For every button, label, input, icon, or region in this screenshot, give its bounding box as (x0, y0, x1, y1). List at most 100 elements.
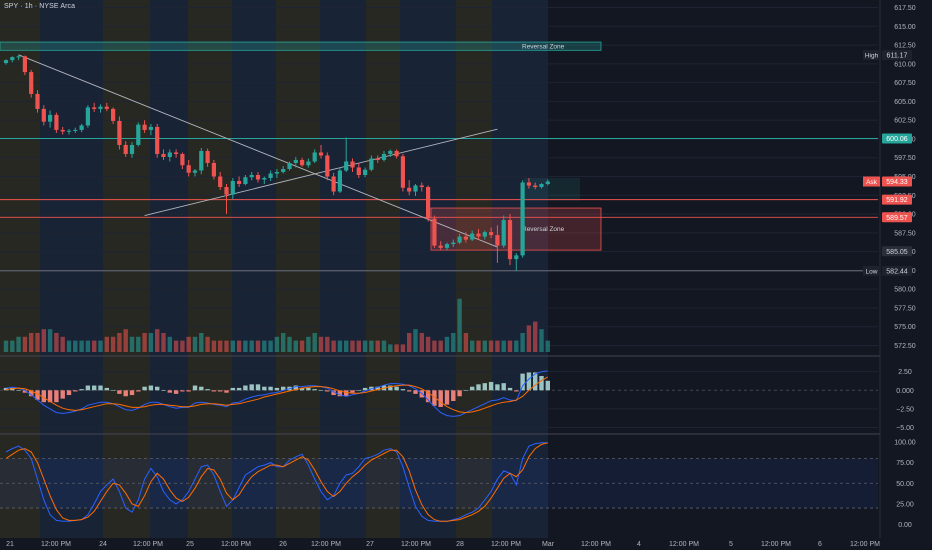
volume-bar (476, 340, 481, 352)
time-tick-label: 12:00 PM (41, 541, 71, 548)
candle-body (444, 244, 450, 248)
volume-bar (92, 340, 97, 352)
price-tick-label: 575.00 (894, 324, 916, 331)
volume-bar (482, 340, 487, 352)
stoch-d-line (5, 442, 548, 522)
volume-bar (457, 298, 462, 352)
volume-bar (344, 340, 349, 352)
candle-body (199, 150, 204, 171)
volume-bar (79, 340, 84, 352)
macd-histogram-bar (243, 385, 248, 391)
time-tick-label: 6 (818, 541, 822, 548)
candle-body (419, 185, 424, 188)
price-badge (882, 194, 912, 205)
price-badge (882, 50, 912, 61)
macd-histogram-bar (306, 387, 311, 391)
macd-histogram-bar (110, 390, 116, 391)
macd-histogram-bar (224, 390, 229, 393)
macd-histogram-bar (218, 390, 223, 392)
candle-body (54, 114, 59, 130)
macd-histogram-bar (92, 385, 97, 391)
price-badge-value: 600.06 (886, 136, 908, 143)
price-badge (882, 176, 912, 187)
candle-body (111, 108, 116, 121)
candle-body (495, 235, 500, 246)
macd-histogram-bar (262, 386, 267, 391)
macd-histogram-bar (400, 389, 406, 391)
time-tick-label: 21 (6, 541, 14, 548)
macd-histogram-bar (22, 390, 28, 393)
volume-bar (318, 336, 324, 352)
time-tick-label: 5 (729, 541, 733, 548)
volume-bar (520, 333, 525, 352)
candle-body (98, 106, 103, 109)
price-badge-tag (863, 176, 880, 187)
price-tick-label: 587.50 (894, 230, 916, 237)
price-badge-value: 589.57 (886, 215, 908, 222)
candle-body (255, 174, 261, 180)
macd-histogram-bar (331, 390, 336, 396)
price-tick-label: 615.00 (894, 24, 916, 31)
candle-body (85, 107, 90, 126)
candle-body (337, 170, 342, 192)
candle-body (356, 167, 361, 175)
volume-bar (312, 333, 317, 352)
macd-histogram-bar (501, 383, 506, 391)
time-tick-label: 28 (456, 541, 464, 548)
time-axis-background (0, 538, 932, 550)
time-tick-label: 12:00 PM (761, 541, 791, 548)
candle-body (205, 150, 210, 163)
macd-histogram-bar (123, 390, 128, 397)
volume-bar (249, 340, 254, 352)
time-tick-label: 12:00 PM (311, 541, 341, 548)
candles (3, 55, 550, 271)
volume-bar (369, 340, 374, 352)
volume-bar (381, 340, 387, 352)
candle-body (451, 242, 456, 245)
price-badge-tag (863, 50, 880, 61)
macd-histogram-bar (451, 390, 456, 402)
candle-body (180, 153, 185, 166)
candle-body (60, 129, 65, 132)
grid-lines (0, 7, 932, 435)
stoch-tick-label: 25.00 (896, 501, 914, 508)
volume-bar (224, 340, 229, 352)
volume-bar (388, 344, 393, 352)
candle-body (463, 236, 468, 240)
candle-body (363, 169, 368, 175)
volume-bar (211, 340, 217, 352)
macd-histogram-bar (16, 390, 21, 391)
price-badge-tag (863, 265, 880, 276)
macd-histogram-bar (299, 387, 305, 391)
price-tick-label: 612.50 (894, 43, 916, 50)
macd-tick-label: −2.50 (896, 406, 914, 413)
candle-body (306, 161, 311, 166)
macd-histogram-bar (470, 386, 475, 391)
macd-histogram-bar (255, 384, 261, 391)
volume-bar (337, 340, 343, 352)
trend-line (144, 128, 498, 216)
macd-histogram-bar (318, 390, 324, 391)
macd-histogram-bar (66, 390, 72, 396)
volume-bar (255, 340, 261, 352)
candle-body (457, 236, 462, 243)
candle-body (545, 181, 550, 185)
volume-bar (29, 333, 34, 352)
macd-histogram-bar (438, 390, 443, 407)
volume-bar (432, 340, 437, 352)
volume-bar (394, 344, 399, 352)
candle-body (155, 126, 160, 154)
candle-body (16, 56, 21, 58)
candle-body (192, 170, 198, 173)
candle-body (526, 182, 531, 186)
macd-histogram-bar (186, 390, 191, 392)
horizontal-levels (0, 138, 878, 272)
stochastic-pane (0, 442, 878, 522)
candle-body (470, 233, 475, 240)
stoch-tick-label: 100.00 (894, 439, 916, 446)
time-tick-label: 12:00 PM (221, 541, 251, 548)
macd-histogram-bar (79, 389, 84, 391)
price-badge-value: 611.17 (887, 53, 908, 60)
candle-body (312, 152, 317, 162)
volume-bar (375, 340, 380, 352)
